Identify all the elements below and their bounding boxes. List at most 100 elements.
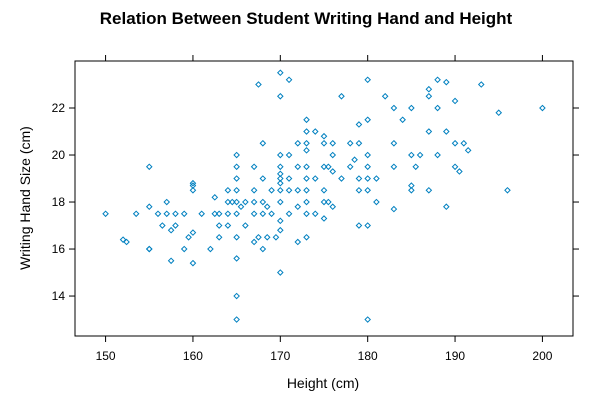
data-point [189, 186, 197, 194]
data-point [464, 147, 472, 154]
data-point [303, 163, 310, 171]
data-point [303, 175, 310, 182]
data-point [504, 186, 511, 194]
data-point [443, 128, 450, 135]
data-point [163, 198, 171, 206]
data-point [294, 238, 302, 246]
data-point [263, 203, 271, 211]
x-axis: 150 160 170 180 190 200 [96, 55, 553, 363]
data-point [320, 139, 328, 147]
data-point [132, 210, 140, 218]
data-point [303, 116, 310, 124]
data-point [250, 238, 258, 246]
data-point [272, 233, 280, 241]
data-point [338, 92, 345, 100]
data-point [329, 151, 337, 159]
data-point [320, 132, 328, 140]
data-point [255, 233, 262, 241]
data-point [198, 210, 205, 218]
data-point [233, 186, 240, 194]
data-point [259, 198, 267, 206]
data-point [303, 210, 310, 218]
data-point [145, 163, 153, 171]
data-point [320, 198, 328, 206]
data-point [277, 69, 284, 77]
data-point [255, 81, 262, 88]
data-point [189, 229, 197, 236]
data-point [277, 217, 284, 225]
data-point [233, 292, 240, 300]
data-point [311, 128, 319, 135]
data-point [233, 151, 240, 159]
data-point [320, 163, 328, 171]
data-point [381, 92, 389, 100]
data-point [259, 245, 267, 253]
data-point [224, 198, 232, 206]
data-point [329, 203, 337, 211]
data-point [163, 210, 171, 218]
data-point [154, 210, 162, 218]
data-point [364, 316, 371, 323]
data-point [233, 163, 240, 171]
data-point [224, 222, 232, 229]
data-point [329, 139, 337, 147]
data-point [268, 186, 275, 194]
data-point [250, 163, 258, 171]
chart-title: Relation Between Student Writing Hand an… [100, 9, 513, 28]
data-point [207, 245, 214, 253]
data-point [167, 257, 175, 265]
data-point [259, 175, 267, 182]
data-point [320, 215, 328, 222]
data-point [346, 163, 354, 171]
data-point [172, 210, 179, 218]
data-point [294, 186, 302, 194]
data-point [364, 175, 371, 182]
data-point [425, 85, 433, 93]
data-point [412, 163, 420, 171]
data-point [233, 175, 240, 182]
data-point [250, 198, 258, 206]
data-point [425, 186, 433, 194]
x-axis-label: Height (cm) [287, 375, 359, 391]
data-point [189, 179, 197, 187]
data-point [159, 222, 166, 229]
x-tick-label: 200 [532, 349, 552, 363]
data-point [364, 151, 371, 159]
data-point [495, 109, 503, 117]
data-point [434, 104, 441, 112]
data-point [303, 139, 310, 147]
data-point [263, 233, 271, 241]
data-point [259, 139, 267, 147]
data-point [285, 76, 293, 84]
data-point [443, 78, 450, 86]
y-tick-label: 14 [52, 289, 66, 303]
data-point [539, 104, 546, 112]
data-point [325, 163, 332, 171]
data-point [355, 121, 363, 128]
data-point [268, 210, 275, 218]
data-point [364, 222, 371, 229]
data-point [451, 97, 459, 105]
data-point [408, 182, 415, 189]
data-point [277, 92, 284, 100]
data-point [180, 210, 188, 218]
data-point [351, 156, 358, 164]
data-point [285, 151, 293, 159]
data-point [277, 198, 284, 206]
data-point [277, 151, 284, 159]
y-tick-label: 20 [52, 148, 66, 162]
data-point [325, 198, 332, 206]
data-point [294, 139, 302, 147]
x-tick-label: 160 [183, 349, 203, 363]
data-point [233, 255, 240, 262]
data-point [329, 168, 337, 175]
data-point [167, 226, 175, 234]
data-point [224, 186, 232, 194]
data-point [185, 233, 192, 241]
data-point [311, 210, 319, 218]
data-point [277, 179, 284, 187]
data-point [123, 238, 130, 246]
data-point [172, 222, 179, 229]
data-point [408, 151, 415, 159]
data-point [215, 222, 223, 229]
